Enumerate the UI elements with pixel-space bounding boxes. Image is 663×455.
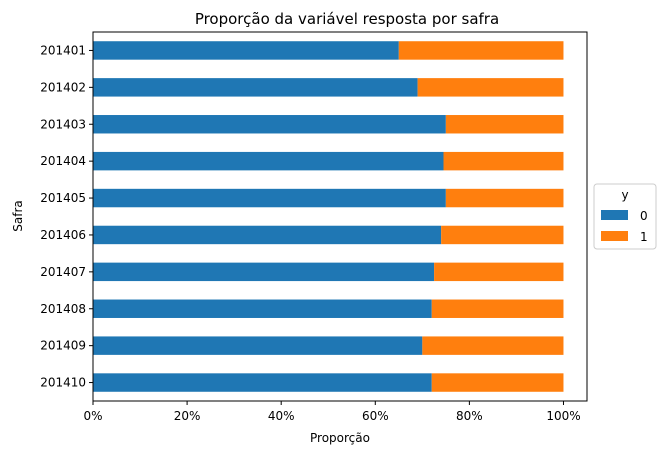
bar-201402-y1 (417, 78, 564, 97)
x-tick-label: 100% (546, 409, 580, 423)
legend: y0 1 (593, 183, 657, 250)
y-tick-label: 201407 (40, 265, 86, 279)
y-tick-label: 201409 (40, 339, 86, 353)
x-tick-label: 0% (83, 409, 102, 423)
bar-201404-y1 (443, 151, 564, 171)
bar-201403-y0 (93, 115, 446, 134)
bar-201406-y0 (93, 225, 442, 245)
y-tick-label: 201401 (40, 43, 86, 57)
bar-201405-y0 (93, 188, 446, 208)
bar-201403-y1 (445, 115, 564, 134)
legend-swatch-1 (601, 231, 628, 241)
bar-201409-y0 (93, 336, 423, 355)
bar-201407-y1 (434, 262, 564, 282)
legend-swatch-0 (601, 210, 628, 220)
y-tick-label: 201406 (40, 228, 86, 242)
bar-201408-y1 (431, 299, 564, 318)
x-tick-label: 60% (362, 409, 389, 423)
bar-201401-y1 (398, 41, 564, 60)
bar-201408-y0 (93, 299, 432, 318)
legend-label-1: 1 (640, 230, 648, 244)
bar-201406-y1 (441, 225, 564, 245)
y-tick-label: 201404 (40, 154, 86, 168)
bar-201402-y0 (93, 78, 418, 97)
legend-title: y (621, 188, 628, 202)
x-tick-label: 80% (456, 409, 483, 423)
chart-title: Proporção da variável resposta por safra (195, 10, 499, 28)
y-tick-label: 201408 (40, 302, 86, 316)
legend-label-0: 0 (640, 209, 648, 223)
y-tick-label: 201403 (40, 117, 86, 131)
bar-201401-y0 (93, 41, 399, 60)
x-axis-label: Proporção (310, 431, 370, 445)
y-axis-label: Safra (11, 200, 25, 231)
x-tick-label: 40% (268, 409, 295, 423)
bar-201405-y1 (445, 188, 564, 208)
y-tick-label: 201410 (40, 376, 86, 390)
y-tick-label: 201402 (40, 80, 86, 94)
x-axis: 0% 20% 40% 60% 80% 100% (83, 401, 581, 423)
y-tick-label: 201405 (40, 191, 86, 205)
bar-201410-y1 (431, 373, 564, 392)
bars-group (93, 41, 564, 392)
bar-201410-y0 (93, 373, 432, 392)
bar-201407-y0 (93, 262, 435, 282)
plot-frame (92, 31, 588, 402)
bar-201404-y0 (93, 151, 444, 171)
y-axis: 201401 201402 201403 201404 201405 201406 2014… (40, 43, 93, 390)
bar-201409-y1 (422, 336, 564, 355)
x-tick-label: 20% (174, 409, 201, 423)
